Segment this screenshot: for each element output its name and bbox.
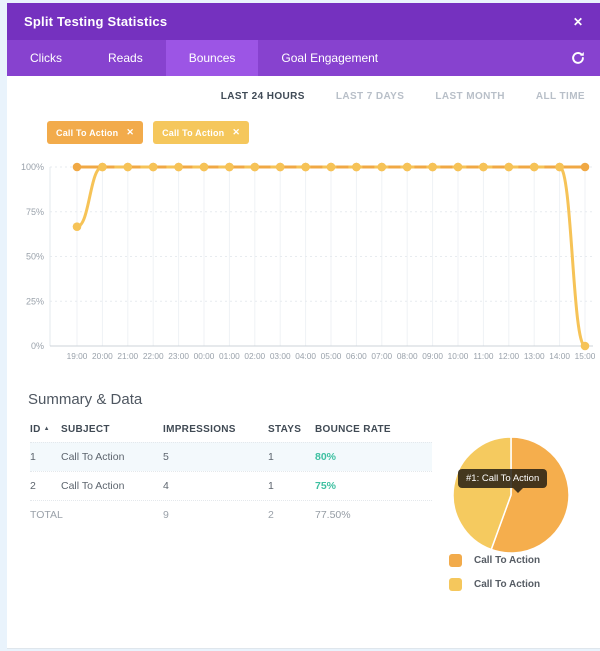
tab-goal-engagement[interactable]: Goal Engagement <box>281 51 379 65</box>
line-chart-svg: 100% 75% 50% 25% 0% 19:00 20:00 21:00 22:00 23:00… <box>21 162 596 361</box>
cell-bounce-rate: 75% <box>315 480 337 492</box>
svg-text:13:00: 13:00 <box>524 351 545 361</box>
total-bounce-rate: 77.50% <box>315 509 351 521</box>
svg-text:75%: 75% <box>26 207 44 217</box>
svg-text:03:00: 03:00 <box>270 351 291 361</box>
filter-last-7-days[interactable]: LAST 7 DAYS <box>335 91 405 102</box>
column-header-subject: SUBJECT <box>61 423 110 435</box>
chip-label: Call To Action <box>162 127 225 138</box>
tab-clicks[interactable]: Clicks <box>30 51 62 65</box>
bounce-rate-line-chart: 100% 75% 50% 25% 0% 19:00 20:00 21:00 22:00 23:00… <box>21 153 596 370</box>
legend-swatch <box>449 554 462 567</box>
sort-asc-icon[interactable]: ▲ <box>43 425 50 432</box>
table-header-row: ID ▲ SUBJECT IMPRESSIONS STAYS BOUNCE RATE <box>30 416 432 442</box>
tab-bar: Clicks Reads Bounces Goal Engagement <box>7 40 600 76</box>
svg-text:22:00: 22:00 <box>143 351 164 361</box>
chip-call-to-action-1[interactable]: Call To Action ✕ <box>47 121 144 144</box>
svg-text:23:00: 23:00 <box>168 351 189 361</box>
tab-bounces[interactable]: Bounces <box>165 40 259 76</box>
svg-text:14:00: 14:00 <box>549 351 570 361</box>
filter-last-month[interactable]: LAST MONTH <box>435 91 505 102</box>
svg-text:05:00: 05:00 <box>321 351 342 361</box>
chip-call-to-action-2[interactable]: Call To Action ✕ <box>153 121 250 144</box>
chip-close-icon[interactable]: ✕ <box>126 127 135 137</box>
close-icon[interactable]: ✕ <box>572 14 583 29</box>
refresh-button[interactable] <box>571 40 585 76</box>
svg-text:08:00: 08:00 <box>397 351 418 361</box>
svg-text:00:00: 00:00 <box>194 351 215 361</box>
svg-text:21:00: 21:00 <box>117 351 138 361</box>
table-total-row: TOTAL 9 2 77.50% <box>30 500 432 529</box>
table-row: 2 Call To Action 4 1 75% <box>30 471 432 500</box>
svg-text:12:00: 12:00 <box>498 351 519 361</box>
legend-label: Call To Action <box>474 555 541 566</box>
svg-text:11:00: 11:00 <box>473 351 494 361</box>
svg-text:01:00: 01:00 <box>219 351 240 361</box>
column-header-bounce-rate: BOUNCE RATE <box>315 423 391 435</box>
svg-text:15:00: 15:00 <box>575 351 595 361</box>
refresh-icon <box>572 52 584 64</box>
total-impressions: 9 <box>163 509 169 521</box>
split-testing-modal: Split Testing Statistics ✕ Clicks Reads Bo… <box>7 3 600 649</box>
modal-header: Split Testing Statistics ✕ <box>7 3 600 40</box>
pie-legend: Call To Action Call To Action <box>449 554 540 602</box>
svg-text:04:00: 04:00 <box>295 351 316 361</box>
summary-heading: Summary & Data <box>28 391 143 408</box>
legend-swatch <box>449 578 462 591</box>
chip-label: Call To Action <box>56 127 119 138</box>
modal-title: Split Testing Statistics <box>24 14 168 29</box>
cell-stays: 1 <box>268 451 274 463</box>
svg-text:50%: 50% <box>26 252 44 262</box>
svg-text:02:00: 02:00 <box>244 351 265 361</box>
cell-subject: Call To Action <box>61 451 125 463</box>
summary-table: ID ▲ SUBJECT IMPRESSIONS STAYS BOUNCE RATE 1 Ca… <box>30 416 432 529</box>
svg-text:0%: 0% <box>31 341 44 351</box>
cell-stays: 1 <box>268 480 274 492</box>
svg-text:06:00: 06:00 <box>346 351 367 361</box>
chip-close-icon[interactable]: ✕ <box>232 127 241 137</box>
svg-text:19:00: 19:00 <box>67 351 88 361</box>
svg-text:20:00: 20:00 <box>92 351 113 361</box>
cell-id: 2 <box>30 480 36 492</box>
subject-filter-chips: Call To Action ✕ Call To Action ✕ <box>47 121 250 144</box>
cell-impressions: 5 <box>163 451 169 463</box>
svg-text:10:00: 10:00 <box>448 351 469 361</box>
cell-bounce-rate: 80% <box>315 451 337 463</box>
total-stays: 2 <box>268 509 274 521</box>
cell-subject: Call To Action <box>61 480 125 492</box>
time-filter-bar: LAST 24 HOURS LAST 7 DAYS LAST MONTH ALL TI… <box>221 91 585 102</box>
column-header-id[interactable]: ID ▲ <box>30 423 50 435</box>
column-header-impressions: IMPRESSIONS <box>163 423 236 435</box>
cell-impressions: 4 <box>163 480 169 492</box>
filter-last-24-hours[interactable]: LAST 24 HOURS <box>220 91 305 102</box>
pie-chart-svg <box>452 436 570 554</box>
column-header-stays: STAYS <box>268 423 302 435</box>
filter-all-time[interactable]: ALL TIME <box>535 91 585 102</box>
svg-text:25%: 25% <box>26 296 44 306</box>
total-label: TOTAL <box>30 509 63 521</box>
svg-text:07:00: 07:00 <box>371 351 392 361</box>
impressions-pie-chart <box>444 431 584 566</box>
cell-id: 1 <box>30 451 36 463</box>
pie-tooltip: #1: Call To Action <box>458 469 548 493</box>
table-row: 1 Call To Action 5 1 80% <box>30 442 432 471</box>
legend-item-2[interactable]: Call To Action <box>449 578 540 591</box>
svg-text:09:00: 09:00 <box>422 351 443 361</box>
svg-text:100%: 100% <box>21 162 44 172</box>
legend-label: Call To Action <box>474 579 541 590</box>
tab-reads[interactable]: Reads <box>108 51 143 65</box>
legend-item-1[interactable]: Call To Action <box>449 554 540 567</box>
